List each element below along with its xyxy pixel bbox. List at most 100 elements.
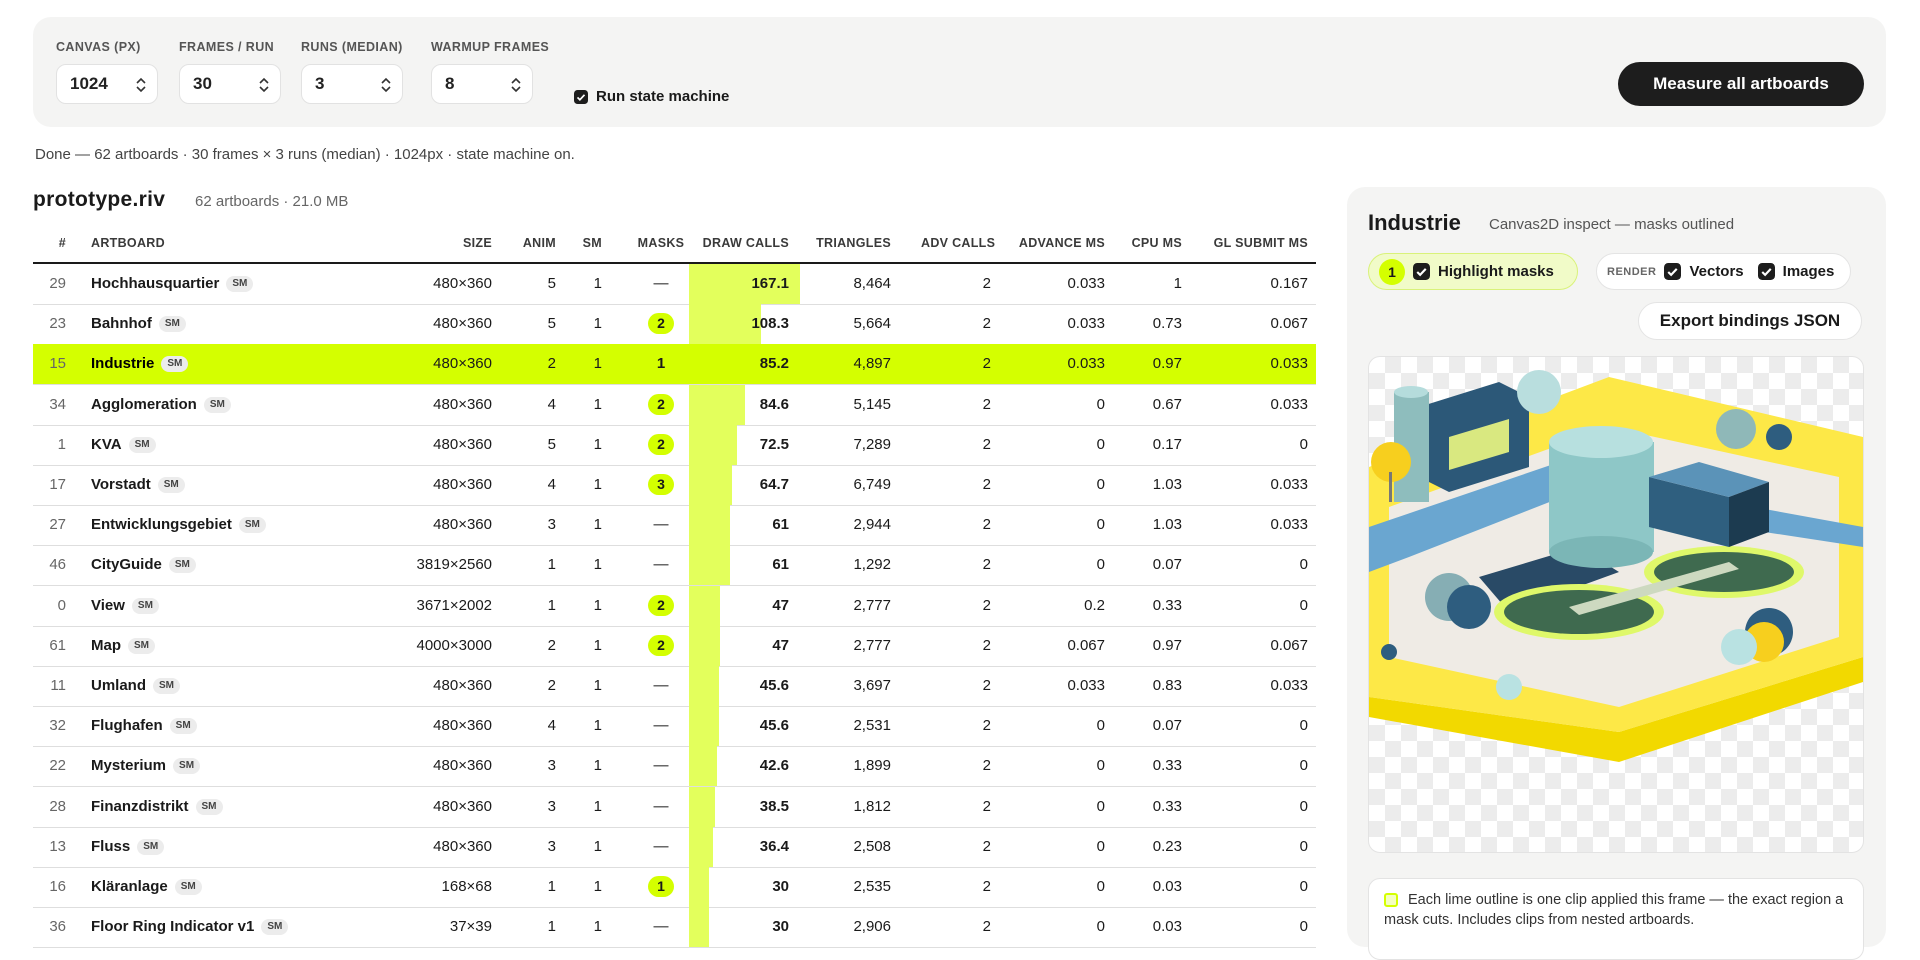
column-header[interactable]: DRAW CALLS — [702, 236, 789, 250]
column-header[interactable]: SM — [582, 236, 602, 250]
cell-value: 1 — [593, 878, 602, 895]
cell-value: 4 — [547, 717, 556, 735]
masks-cell: 2 — [631, 586, 691, 626]
highlight-chip[interactable]: 1 Highlight masks — [1368, 253, 1578, 290]
table-row[interactable]: 1 KVA SM 480×360 5 1 2 72.5 7,289 2 0 0.17 0 — [33, 424, 1316, 466]
table-row[interactable]: 29 Hochhausquartier SM 480×360 5 1 — 167.1 8,464… — [33, 264, 1316, 305]
cell-value: 0 — [1096, 717, 1105, 735]
cell-value: 0.067 — [1067, 636, 1105, 654]
checkbox[interactable] — [1757, 263, 1775, 280]
export-button[interactable]: Export bindings JSON — [1638, 302, 1862, 340]
cell-value: 480×360 — [433, 797, 492, 815]
column-header[interactable]: CPU MS — [1131, 236, 1182, 250]
cell-value: — — [653, 556, 669, 574]
table-row[interactable]: 17 Vorstadt SM 480×360 4 1 3 64.7 6,749 2 0 1.03 0.0… — [33, 465, 1316, 506]
draw-calls-bar — [689, 545, 730, 586]
artboard-name: Entwicklungsgebiet — [91, 516, 232, 534]
column-header[interactable]: ARTBOARD — [91, 236, 165, 250]
draw-calls: 36.4 — [759, 837, 789, 855]
table-row[interactable]: 28 Finanzdistrikt SM 480×360 3 1 — 38.5 1,812 2 0 0… — [33, 786, 1316, 828]
cell-value: 13 — [49, 837, 66, 855]
table-row[interactable]: 22 Mysterium SM 480×360 3 1 — 42.6 1,899 2 0 0.33 0 — [33, 746, 1316, 788]
sm-tag: SM — [128, 637, 155, 654]
table-row[interactable]: 11 Umland SM 480×360 2 1 — 45.6 3,697 2 0.033 0.83 0… — [33, 666, 1316, 707]
cell-value: 2,531 — [853, 717, 891, 735]
cell-value: 7,289 — [853, 435, 891, 453]
cell-value: 1 — [593, 636, 602, 654]
field-input[interactable]: 3 — [301, 64, 403, 104]
artboard-cell: Entwicklungsgebiet SM — [91, 505, 391, 545]
cell-value: 5,664 — [853, 315, 891, 333]
column-header[interactable]: TRIANGLES — [816, 236, 891, 250]
cell-value: 1 — [656, 355, 666, 373]
table-row[interactable]: 15 Industrie SM 480×360 2 1 1 85.2 4,897 2 0.033 0.… — [33, 344, 1316, 386]
artboard-cell: Finanzdistrikt SM — [91, 787, 391, 827]
table-row[interactable]: 46 CityGuide SM 3819×2560 1 1 — 61 1,292 2 0 0.07 0 — [33, 545, 1316, 587]
cell-value: 0 — [1299, 797, 1308, 815]
cell-value: 37×39 — [449, 918, 492, 936]
cell-value: 0.2 — [1084, 596, 1105, 614]
cell-value: 0.83 — [1152, 677, 1182, 694]
sm-tag: SM — [168, 557, 196, 574]
table-row[interactable]: 61 Map SM 4000×3000 2 1 2 47 2,777 2 0.067 0.97 0.06… — [33, 625, 1316, 667]
cell-value: 480×360 — [433, 275, 492, 292]
table-row[interactable]: 23 Bahnhof SM 480×360 5 1 2 108.3 5,664 2 0.033 0.7… — [33, 304, 1316, 346]
table-row[interactable]: 13 Fluss SM 480×360 3 1 — 36.4 2,508 2 0 0.23 0 — [33, 826, 1316, 868]
spinner[interactable] — [510, 76, 522, 94]
spinner[interactable] — [258, 76, 270, 94]
cell-value: 1 — [547, 918, 556, 936]
column-header[interactable]: # — [58, 236, 66, 250]
cell-value: 0.067 — [1270, 315, 1308, 333]
table-row[interactable]: 16 Kläranlage SM 168×68 1 1 1 30 2,535 2 0 0.03 0 — [33, 867, 1316, 908]
cell-value: 0 — [1096, 556, 1105, 574]
measure-button[interactable]: Measure all artboards — [1618, 62, 1864, 106]
checkbox[interactable] — [1664, 263, 1682, 280]
cell-value: 1 — [547, 556, 556, 574]
column-header[interactable]: MASKS — [637, 236, 685, 250]
field-value: 3 — [315, 74, 325, 93]
cell-value: — — [653, 837, 669, 855]
cell-value: 480×360 — [433, 435, 492, 453]
cell-value: 0 — [1096, 757, 1105, 775]
run-state-machine[interactable]: Run state machine — [574, 88, 729, 105]
draw-calls: 30 — [772, 918, 789, 936]
cell-value: 2 — [982, 717, 991, 735]
field-input[interactable]: 1024 — [56, 64, 158, 104]
column-header[interactable]: ADV CALLS — [921, 236, 996, 250]
artboard-name: CityGuide — [91, 556, 162, 574]
draw-calls-bar — [689, 304, 761, 345]
cell-value: 3,697 — [853, 677, 891, 694]
cell-value: 2 — [547, 677, 556, 694]
cell-value: 46 — [49, 556, 66, 574]
cell-value: 36 — [49, 918, 66, 936]
render-label: RENDER — [1607, 265, 1657, 278]
masks-cell: 2 — [631, 626, 691, 666]
table-row[interactable]: 27 Entwicklungsgebiet SM 480×360 3 1 — 61 2,944 2… — [33, 505, 1316, 547]
cell-value: 2 — [982, 516, 991, 534]
table-row[interactable]: 32 Flughafen SM 480×360 4 1 — 45.6 2,531 2 0 0.07 0 — [33, 706, 1316, 748]
table-row[interactable]: 0 View SM 3671×2002 1 1 2 47 2,777 2 0.2 0.33 0 — [33, 585, 1316, 627]
cell-value: 0.067 — [1270, 636, 1308, 654]
column-header[interactable]: GL SUBMIT MS — [1213, 236, 1308, 250]
render-chip: RENDER Vectors Images — [1596, 253, 1851, 290]
cell-value: 8,464 — [853, 275, 891, 292]
checkbox[interactable] — [1413, 263, 1430, 280]
column-header[interactable]: ANIM — [522, 236, 556, 250]
cell-value: — — [653, 516, 669, 534]
field-input[interactable]: 30 — [179, 64, 281, 104]
cell-value: 0.17 — [1152, 435, 1182, 453]
cell-value: 0.033 — [1067, 275, 1105, 292]
cell-value: 0.73 — [1152, 315, 1182, 333]
artboard-cell: View SM — [91, 586, 391, 626]
column-header[interactable]: ADVANCE MS — [1018, 236, 1105, 250]
cell-value: 2,777 — [853, 596, 891, 614]
cell-value: 2 — [547, 355, 556, 373]
table-row[interactable]: 34 Agglomeration SM 480×360 4 1 2 84.6 5,145 2 0 0.… — [33, 384, 1316, 426]
artboard-name: KVA — [91, 435, 122, 453]
column-header[interactable]: SIZE — [463, 236, 492, 250]
checkbox[interactable] — [574, 89, 588, 104]
table-row[interactable]: 36 Floor Ring Indicator v1 SM 37×39 1 1 — 30 2,9… — [33, 907, 1316, 949]
spinner[interactable] — [135, 76, 147, 94]
spinner[interactable] — [380, 76, 392, 94]
field-input[interactable]: 8 — [431, 64, 533, 104]
